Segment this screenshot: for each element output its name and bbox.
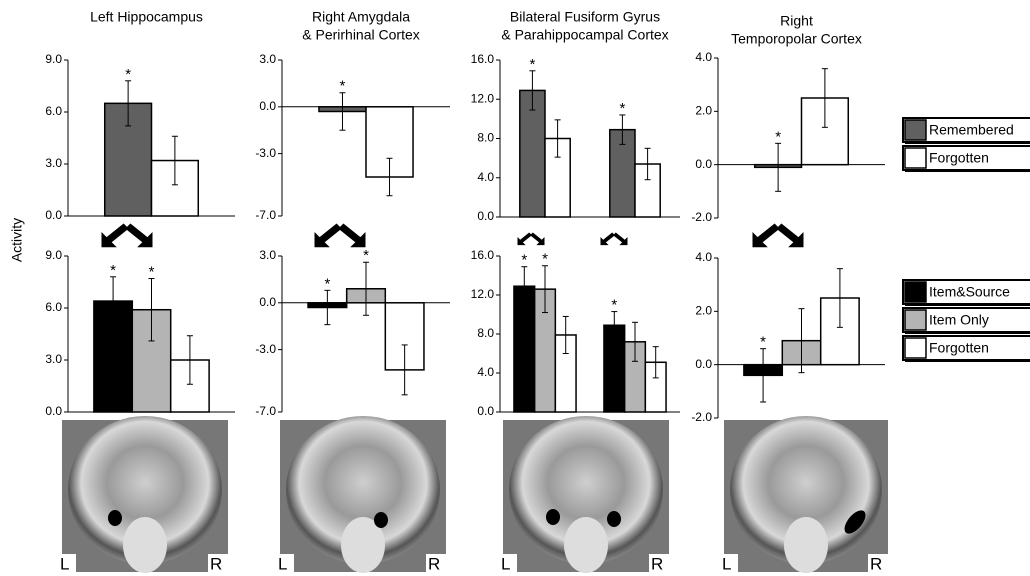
arrow-pair <box>518 233 545 246</box>
chart-title: & Perirhinal Cortex <box>302 27 420 43</box>
significance-marker: * <box>110 262 116 279</box>
activation-blob <box>607 511 621 527</box>
legend-swatch <box>905 338 926 358</box>
y-tick-label: 9.0 <box>45 248 62 262</box>
significance-marker: * <box>324 275 330 292</box>
y-tick-label: 0.0 <box>695 157 712 171</box>
legend-label: Item Only <box>929 312 989 328</box>
significance-marker: * <box>125 66 131 83</box>
y-tick-label: -7.0 <box>255 208 276 222</box>
y-tick-label: 3.0 <box>45 352 62 366</box>
image-right-label: R <box>428 554 440 573</box>
image-left-label: L <box>501 554 510 573</box>
y-tick-label: 8.0 <box>477 326 494 340</box>
y-tick-label: 4.0 <box>695 250 712 264</box>
y-tick-label: 16.0 <box>471 248 495 262</box>
y-tick-label: 4.0 <box>477 365 494 379</box>
significance-marker: * <box>542 251 548 268</box>
brain-stem <box>123 517 167 573</box>
y-tick-label: 12.0 <box>471 91 495 105</box>
chart-title: & Parahippocampal Cortex <box>501 27 668 43</box>
y-tick-label: 3.0 <box>259 248 276 262</box>
y-tick-label: 2.0 <box>695 104 712 118</box>
y-tick-label: 3.0 <box>45 156 62 170</box>
y-tick-label: 6.0 <box>45 300 62 314</box>
chart-title: Right Amygdala <box>312 9 410 25</box>
y-tick-label: 0.0 <box>477 209 494 223</box>
y-tick-label: 8.0 <box>477 131 494 145</box>
y-tick-label: 0.0 <box>695 357 712 371</box>
figure: Activity L R L R L R L R Remembered Forgotten Ite… <box>0 0 1030 576</box>
chart-title: Bilateral Fusiform Gyrus <box>510 9 660 25</box>
significance-marker: * <box>775 128 781 145</box>
significance-marker: * <box>149 264 155 281</box>
legend-swatch <box>905 310 926 330</box>
y-tick-label: 0.0 <box>259 295 276 309</box>
y-tick-label: -3.0 <box>255 146 276 160</box>
arrow-pair <box>102 224 153 248</box>
y-tick-label: 0.0 <box>45 208 62 222</box>
y-tick-label: 2.0 <box>695 304 712 318</box>
y-axis-label: Activity <box>9 218 25 262</box>
y-tick-label: 6.0 <box>45 104 62 118</box>
y-tick-label: -2.0 <box>691 410 712 424</box>
image-right-label: R <box>870 554 882 573</box>
y-tick-label: -2.0 <box>691 210 712 224</box>
significance-marker: * <box>619 100 625 117</box>
significance-marker: * <box>363 247 369 264</box>
image-left-label: L <box>722 554 731 573</box>
image-right-label: R <box>210 554 222 573</box>
y-tick-label: 4.0 <box>477 170 494 184</box>
activation-blob <box>374 512 388 528</box>
y-tick-label: 4.0 <box>695 50 712 64</box>
legend-label: Forgotten <box>929 150 989 166</box>
significance-marker: * <box>521 252 527 269</box>
y-tick-label: 0.0 <box>259 99 276 113</box>
arrow-pair <box>315 224 366 248</box>
arrow-pair <box>601 233 628 246</box>
legend-swatch <box>905 282 926 302</box>
brain-stem <box>564 517 608 573</box>
image-left-label: L <box>278 554 287 573</box>
y-tick-label: -3.0 <box>255 342 276 356</box>
arrow-pair <box>753 224 804 248</box>
y-tick-label: 3.0 <box>259 52 276 66</box>
legend-swatch <box>905 120 926 140</box>
legend-label: Item&Source <box>929 284 1010 300</box>
y-tick-label: -7.0 <box>255 404 276 418</box>
legend-label: Forgotten <box>929 340 989 356</box>
legend-label: Remembered <box>929 122 1014 138</box>
significance-marker: * <box>340 78 346 95</box>
significance-marker: * <box>611 297 617 314</box>
activation-blob <box>546 509 560 525</box>
image-right-label: R <box>651 554 663 573</box>
y-tick-label: 0.0 <box>477 404 494 418</box>
y-tick-label: 16.0 <box>471 52 495 66</box>
activation-blob <box>108 510 122 526</box>
brain-stem <box>784 517 828 573</box>
y-tick-label: 9.0 <box>45 52 62 66</box>
legend-swatch <box>905 148 926 168</box>
y-tick-label: 12.0 <box>471 287 495 301</box>
chart-title: Left Hippocampus <box>90 9 203 25</box>
chart-title: Temporopolar Cortex <box>731 31 862 47</box>
y-tick-label: 0.0 <box>45 404 62 418</box>
significance-marker: * <box>529 56 535 73</box>
significance-marker: * <box>760 334 766 351</box>
image-left-label: L <box>60 554 69 573</box>
chart-title: Right <box>780 13 813 29</box>
